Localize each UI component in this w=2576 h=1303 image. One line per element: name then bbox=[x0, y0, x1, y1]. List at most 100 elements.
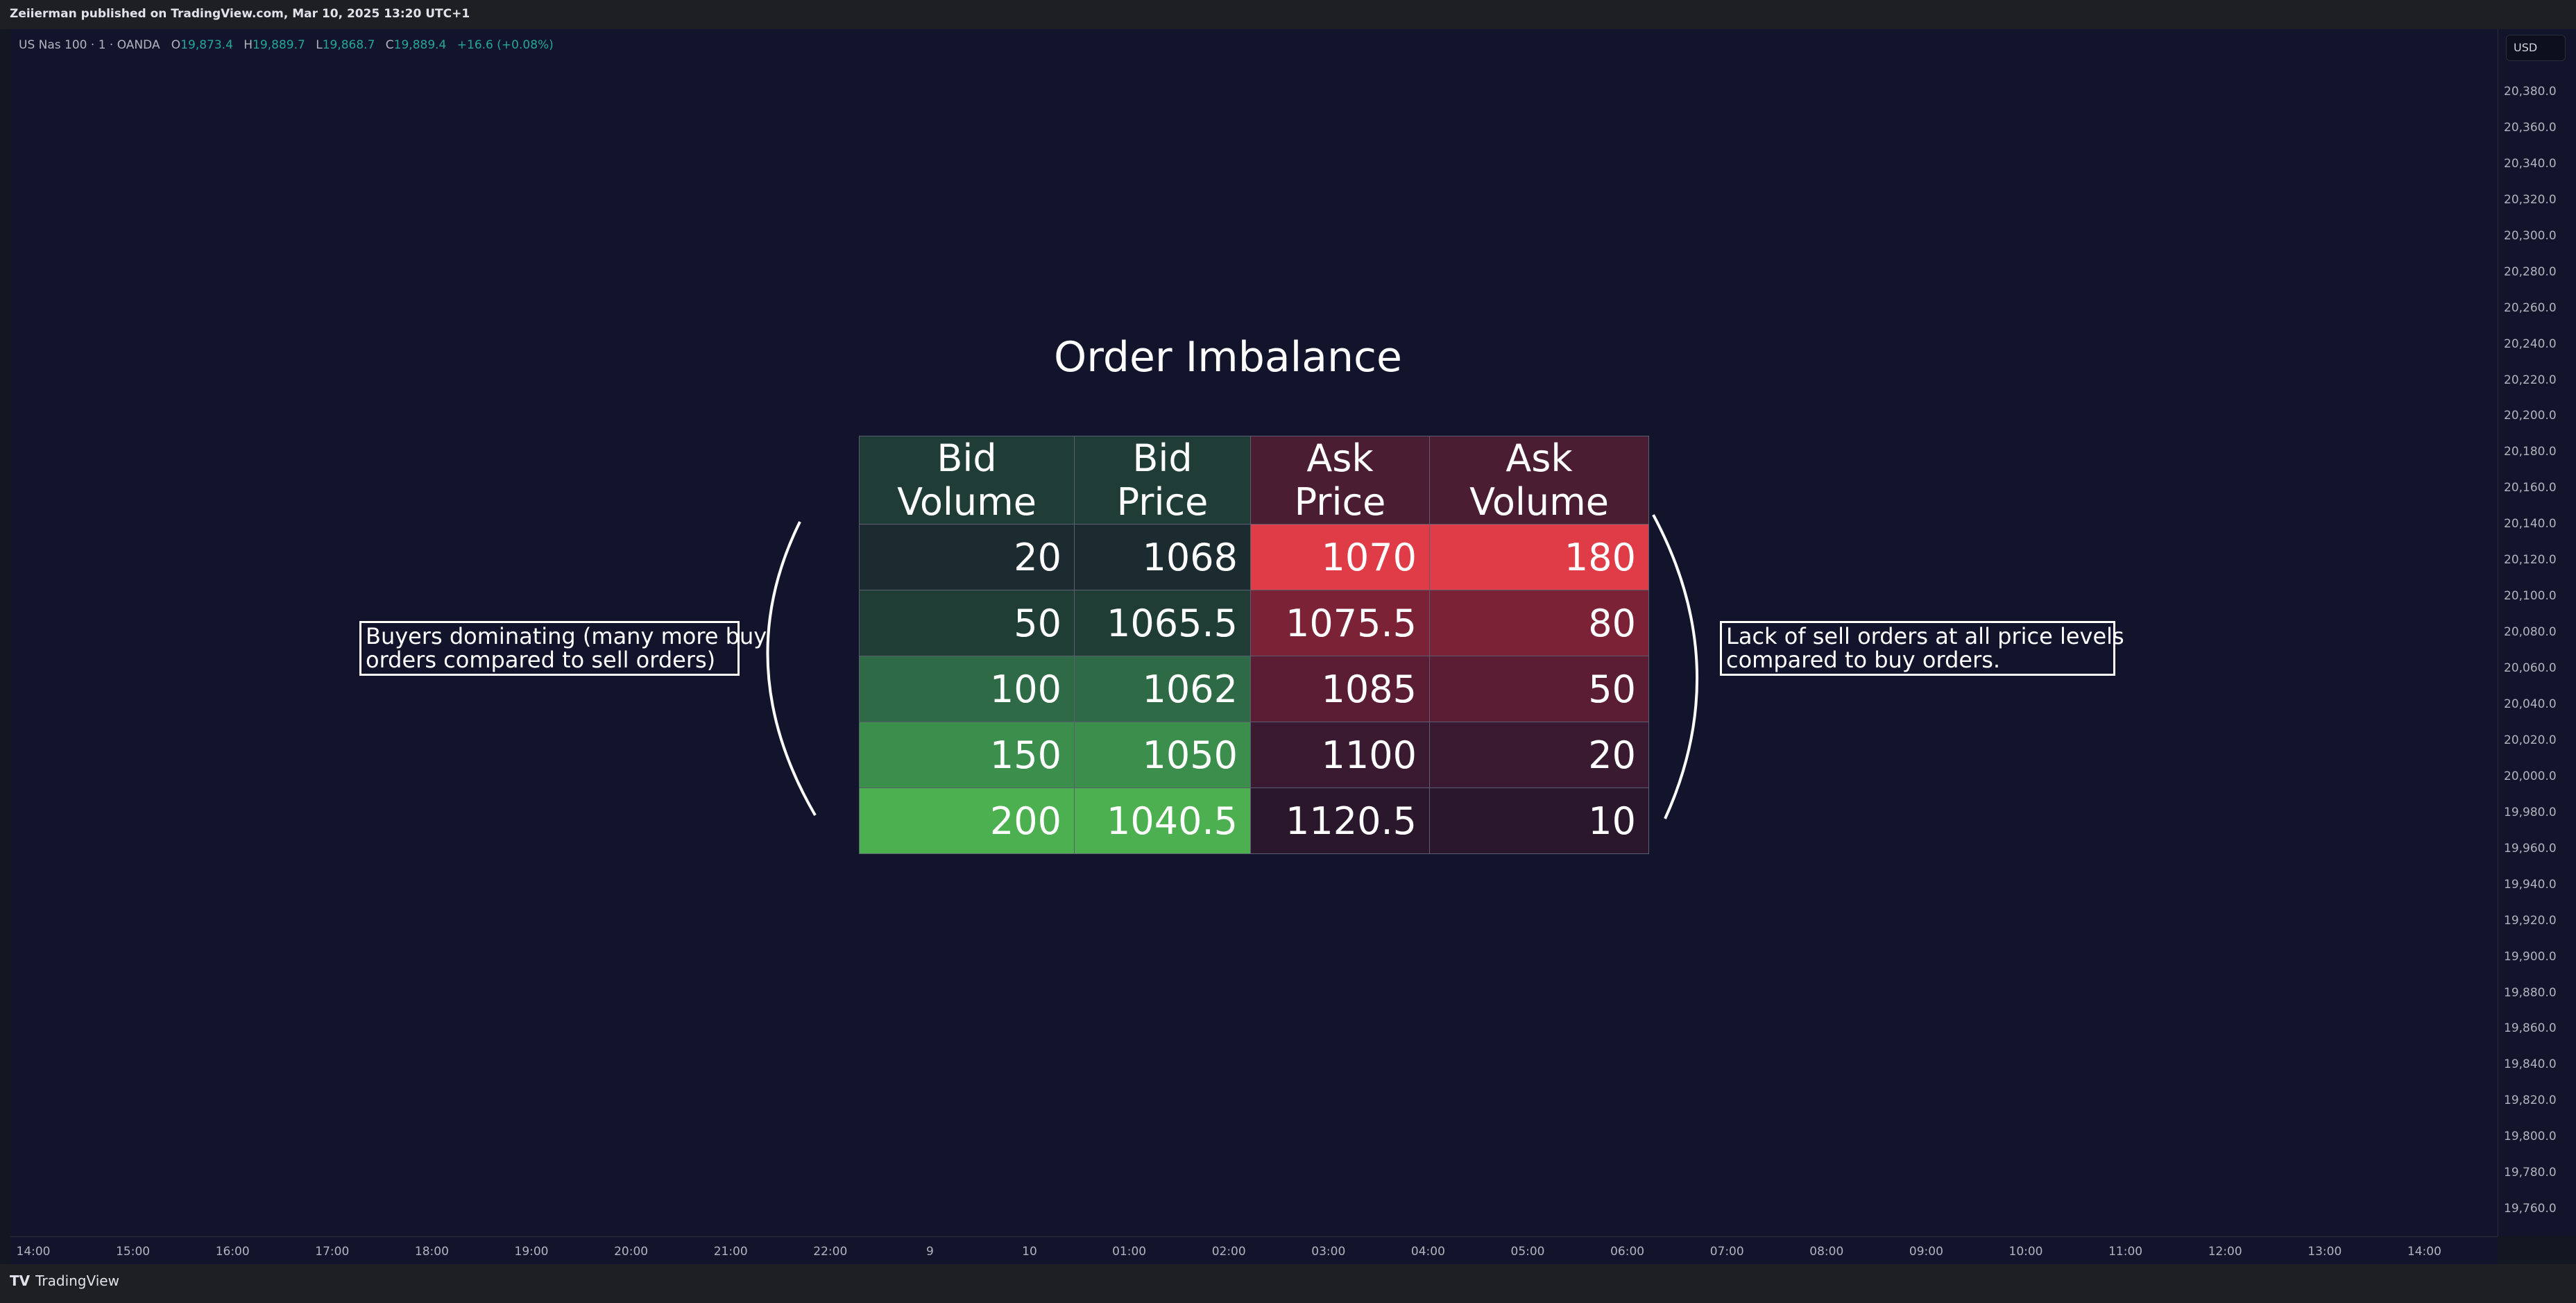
time-tick: 10:00 bbox=[2008, 1245, 2043, 1259]
price-tick: 19,900.0 bbox=[2504, 949, 2557, 964]
price-axis[interactable]: USD 20,380.0 20,360.0 20,340.0 20,320.0 20,3… bbox=[2498, 29, 2576, 1236]
price-tick: 20,140.0 bbox=[2504, 517, 2557, 531]
time-tick: 12:00 bbox=[2208, 1245, 2242, 1259]
time-tick: 20:00 bbox=[614, 1245, 649, 1259]
ask-price-cell: 1085 bbox=[1250, 656, 1430, 722]
currency-button[interactable]: USD bbox=[2506, 35, 2566, 61]
time-tick: 16:00 bbox=[215, 1245, 250, 1259]
price-tick: 19,880.0 bbox=[2504, 985, 2557, 1000]
note-buyers-line2: orders compared to sell orders) bbox=[366, 647, 716, 673]
price-tick: 20,220.0 bbox=[2504, 373, 2557, 387]
price-tick: 19,820.0 bbox=[2504, 1093, 2557, 1108]
note-lack-of-sell-orders[interactable]: Lack of sell orders at all price levels … bbox=[1720, 621, 2124, 676]
time-tick: 11:00 bbox=[2108, 1245, 2143, 1259]
time-tick: 02:00 bbox=[1211, 1245, 1246, 1259]
symbol-legend[interactable]: US Nas 100 · 1 · OANDA O19,873.4 H19,889… bbox=[19, 38, 561, 52]
note-buyers-dominating[interactable]: Buyers dominating (many more buy orders … bbox=[359, 621, 767, 676]
note-buyers-line1: Buyers dominating (many more buy bbox=[366, 623, 767, 649]
close-label: C bbox=[385, 38, 394, 52]
open-value: 19,873.4 bbox=[180, 38, 233, 52]
note-sellers-line2: compared to buy orders. bbox=[1726, 647, 2001, 673]
price-tick: 20,180.0 bbox=[2504, 445, 2557, 459]
time-tick: 10 bbox=[1022, 1245, 1037, 1259]
tradingview-logo-icon: TV bbox=[10, 1272, 31, 1289]
price-tick: 19,840.0 bbox=[2504, 1057, 2557, 1072]
price-tick: 20,280.0 bbox=[2504, 264, 2557, 279]
time-tick: 04:00 bbox=[1410, 1245, 1445, 1259]
price-tick: 20,160.0 bbox=[2504, 481, 2557, 495]
ask-volume-cell: 20 bbox=[1429, 722, 1649, 788]
change-value: +16.6 (+0.08%) bbox=[457, 38, 554, 52]
ask-price-cell: 1075.5 bbox=[1250, 590, 1430, 656]
footer-bar: TV TradingView bbox=[0, 1264, 2576, 1303]
time-tick: 15:00 bbox=[116, 1245, 151, 1259]
time-axis[interactable]: 14:00 15:00 16:00 17:00 18:00 19:00 20:00 21:00… bbox=[10, 1236, 2498, 1264]
low-value: 19,868.7 bbox=[322, 38, 375, 52]
price-tick: 19,960.0 bbox=[2504, 841, 2557, 855]
tradingview-logo[interactable]: TV TradingView bbox=[10, 1272, 119, 1289]
price-tick: 20,080.0 bbox=[2504, 625, 2557, 640]
low-label: L bbox=[316, 38, 323, 52]
price-tick: 20,040.0 bbox=[2504, 697, 2557, 711]
time-tick: 06:00 bbox=[1610, 1245, 1645, 1259]
bid-price-cell: 1050 bbox=[1074, 722, 1251, 788]
time-tick: 09:00 bbox=[1909, 1245, 1943, 1259]
price-tick: 20,300.0 bbox=[2504, 228, 2557, 243]
bid-price-cell: 1040.5 bbox=[1074, 787, 1251, 854]
table-row: 20 1068 1070 180 bbox=[859, 524, 1649, 590]
ask-volume-cell: 10 bbox=[1429, 787, 1649, 854]
bid-volume-cell: 150 bbox=[859, 722, 1075, 788]
price-tick: 19,940.0 bbox=[2504, 877, 2557, 892]
header-bid-volume: Bid Volume bbox=[859, 436, 1075, 525]
time-tick: 14:00 bbox=[16, 1245, 51, 1259]
close-value: 19,889.4 bbox=[393, 38, 447, 52]
price-tick: 19,780.0 bbox=[2504, 1166, 2557, 1180]
time-tick: 01:00 bbox=[1112, 1245, 1147, 1259]
price-tick: 20,200.0 bbox=[2504, 409, 2557, 423]
time-tick: 08:00 bbox=[1809, 1245, 1844, 1259]
bid-price-cell: 1068 bbox=[1074, 524, 1251, 590]
bid-price-cell: 1065.5 bbox=[1074, 590, 1251, 656]
ask-price-cell: 1070 bbox=[1250, 524, 1430, 590]
time-tick: 21:00 bbox=[713, 1245, 748, 1259]
time-tick: 03:00 bbox=[1311, 1245, 1346, 1259]
bid-price-cell: 1062 bbox=[1074, 656, 1251, 722]
publish-info: Zeiierman published on TradingView.com, … bbox=[10, 7, 470, 21]
price-tick: 20,020.0 bbox=[2504, 733, 2557, 747]
price-tick: 19,860.0 bbox=[2504, 1021, 2557, 1036]
price-tick: 20,240.0 bbox=[2504, 337, 2557, 351]
price-tick: 20,100.0 bbox=[2504, 589, 2557, 604]
time-tick: 17:00 bbox=[315, 1245, 350, 1259]
bid-volume-cell: 20 bbox=[859, 524, 1075, 590]
high-label: H bbox=[244, 38, 253, 52]
ask-price-cell: 1120.5 bbox=[1250, 787, 1430, 854]
ask-price-cell: 1100 bbox=[1250, 722, 1430, 788]
price-tick: 20,340.0 bbox=[2504, 156, 2557, 171]
price-tick: 19,800.0 bbox=[2504, 1130, 2557, 1144]
price-tick: 20,120.0 bbox=[2504, 553, 2557, 568]
price-tick: 20,320.0 bbox=[2504, 192, 2557, 207]
price-tick: 20,360.0 bbox=[2504, 120, 2557, 135]
ask-volume-cell: 50 bbox=[1429, 656, 1649, 722]
price-tick: 19,760.0 bbox=[2504, 1202, 2557, 1216]
drawing-title[interactable]: Order Imbalance bbox=[1054, 333, 1402, 382]
bid-volume-cell: 50 bbox=[859, 590, 1075, 656]
publish-bar: Zeiierman published on TradingView.com, … bbox=[0, 0, 2576, 29]
header-ask-volume: Ask Volume bbox=[1429, 436, 1649, 525]
ask-volume-cell: 80 bbox=[1429, 590, 1649, 656]
symbol-name[interactable]: US Nas 100 · 1 · OANDA bbox=[19, 38, 160, 52]
ask-volume-cell: 180 bbox=[1429, 524, 1649, 590]
time-tick: 07:00 bbox=[1709, 1245, 1744, 1259]
order-imbalance-table[interactable]: Bid Volume Bid Price Ask Price Ask Volum… bbox=[859, 436, 1649, 854]
price-tick: 20,260.0 bbox=[2504, 300, 2557, 315]
time-tick: 13:00 bbox=[2308, 1245, 2342, 1259]
table-row: 100 1062 1085 50 bbox=[859, 656, 1649, 722]
table-row: 50 1065.5 1075.5 80 bbox=[859, 590, 1649, 656]
time-tick: 18:00 bbox=[414, 1245, 449, 1259]
high-value: 19,889.7 bbox=[253, 38, 305, 52]
time-tick: 14:00 bbox=[2407, 1245, 2441, 1259]
time-tick: 22:00 bbox=[813, 1245, 848, 1259]
time-tick: 05:00 bbox=[1510, 1245, 1545, 1259]
price-tick: 20,380.0 bbox=[2504, 85, 2557, 99]
table-row: 150 1050 1100 20 bbox=[859, 722, 1649, 788]
